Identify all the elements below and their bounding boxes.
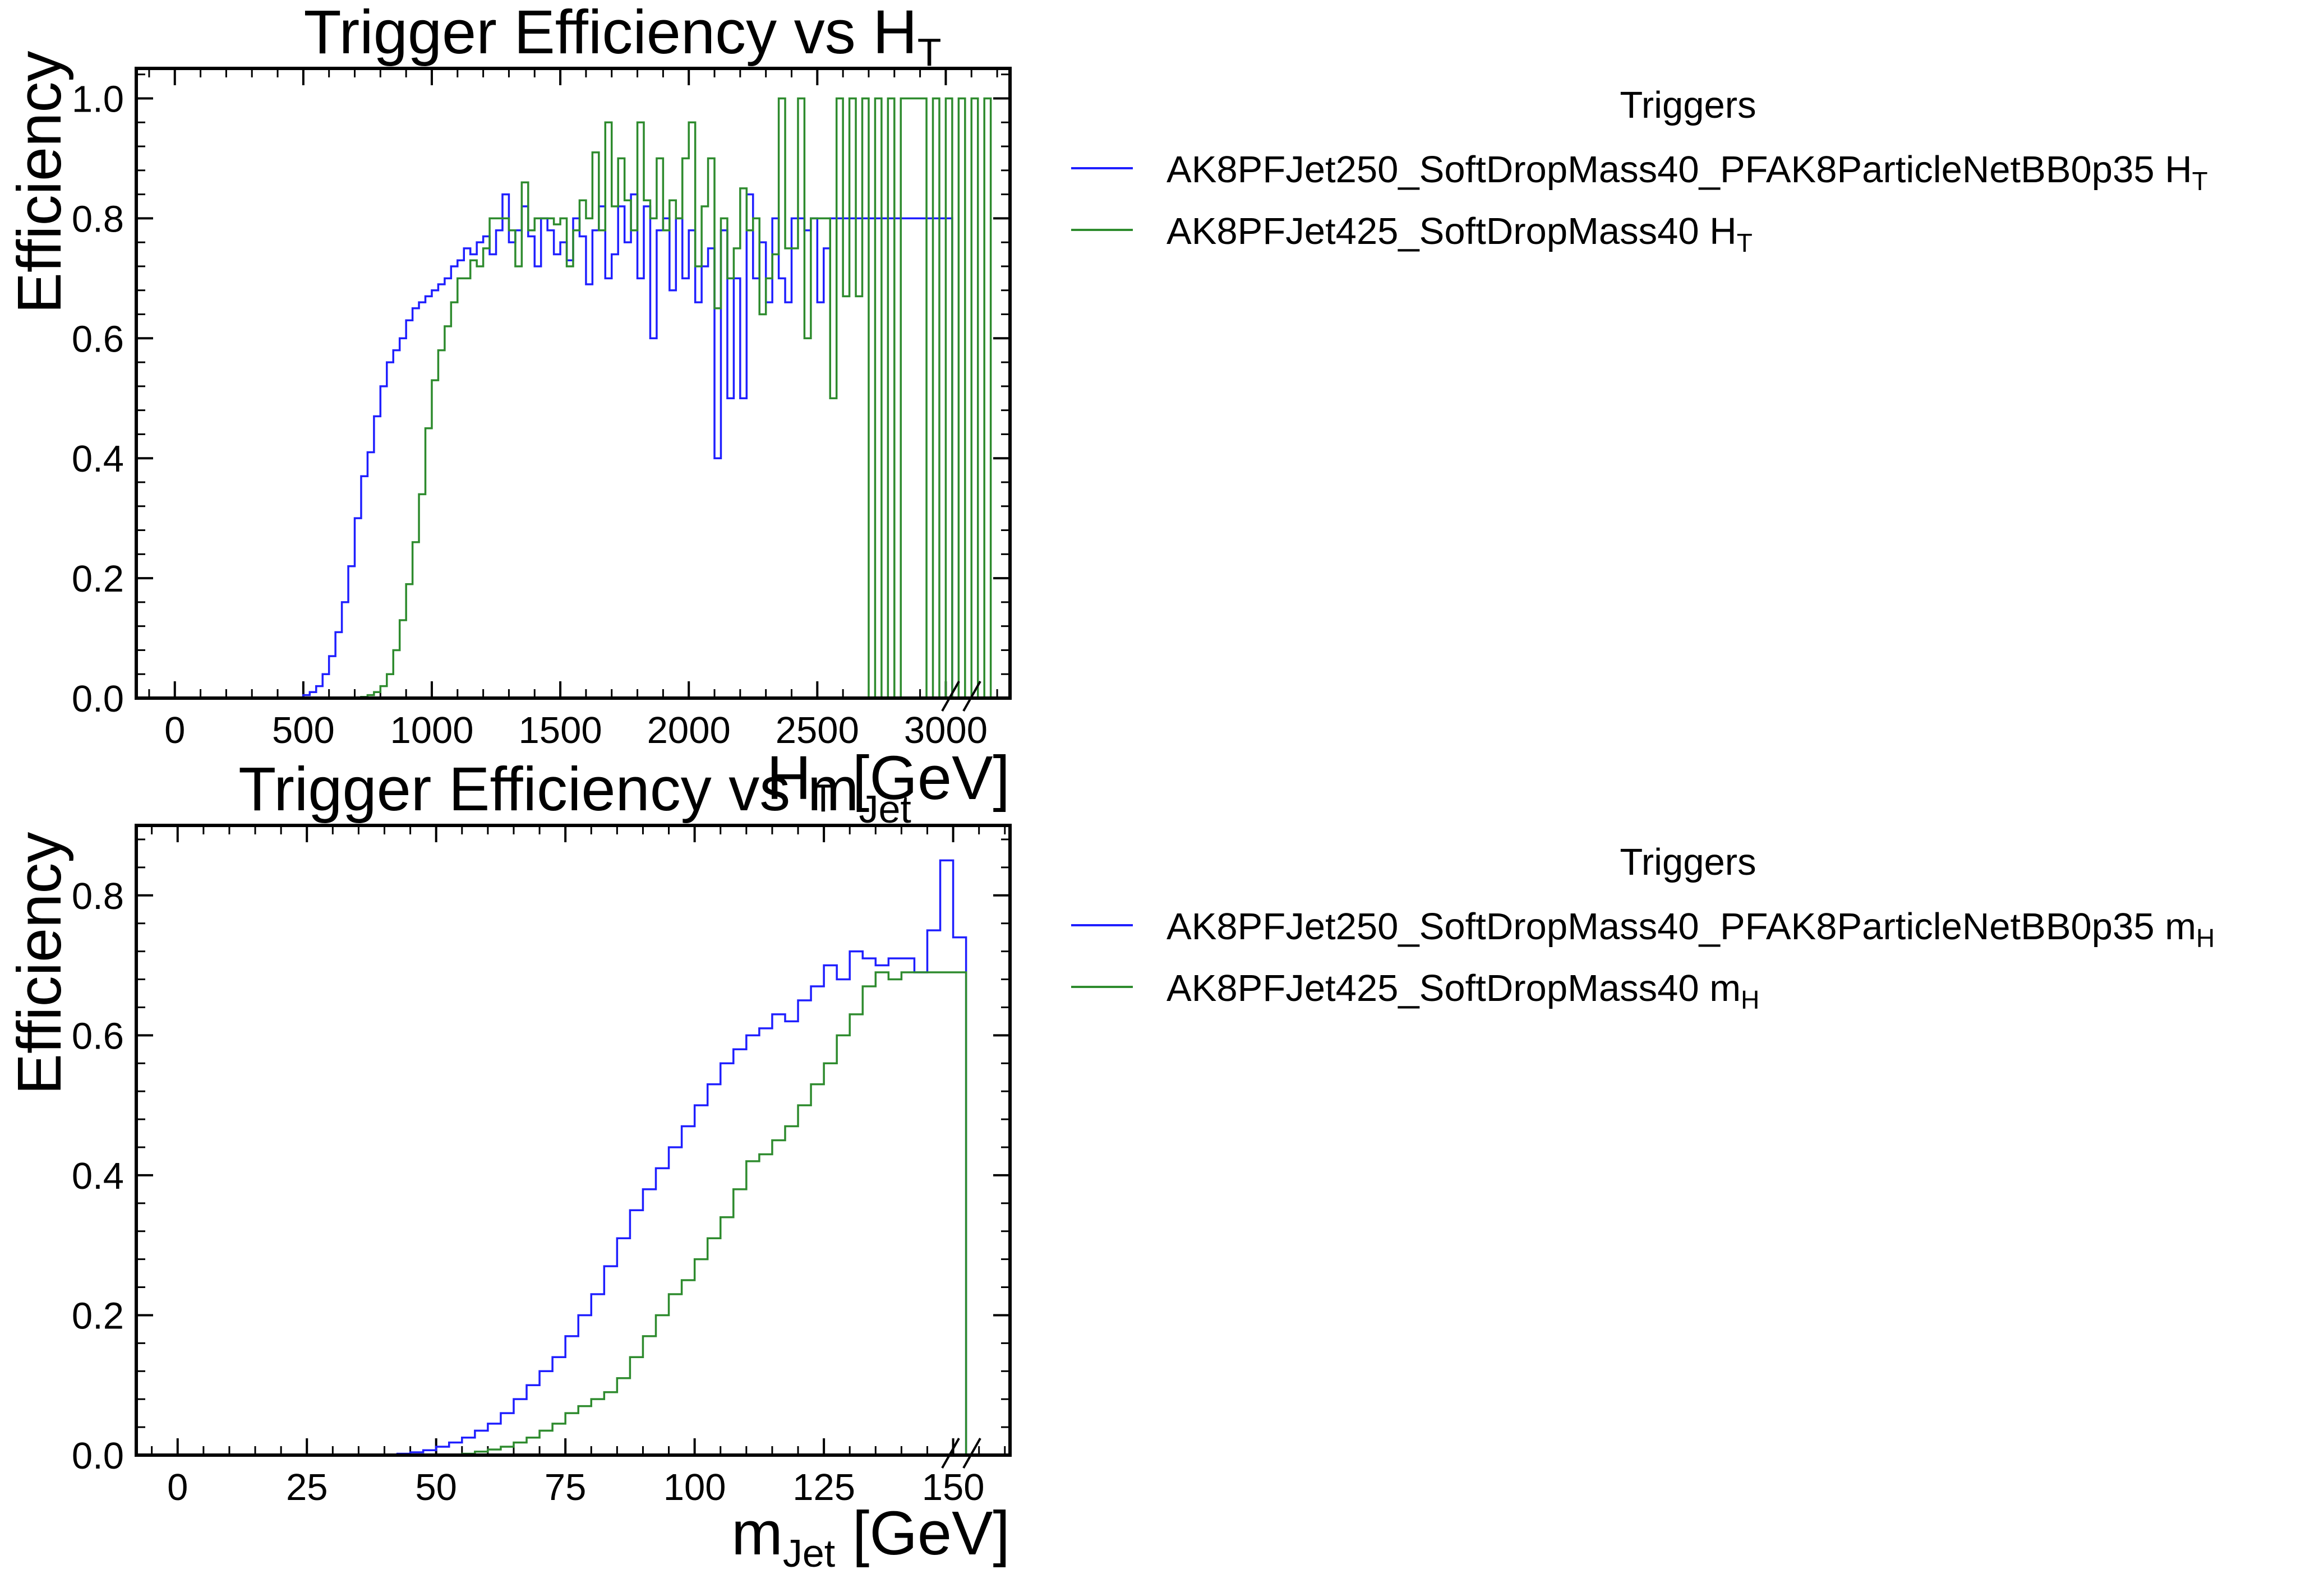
axis-break-mark — [962, 681, 981, 712]
x-tick-label: 150 — [922, 1466, 985, 1508]
y-tick-label: 0.2 — [72, 558, 124, 600]
legend-mjet: Triggers AK8PFJet250_SoftDropMass40_PFAK… — [1071, 841, 2215, 1014]
series-line-1 — [177, 859, 967, 1456]
y-tick-label: 0.2 — [72, 1295, 124, 1337]
y-tick-label: 0.0 — [72, 1435, 124, 1477]
legend-label-series-1: AK8PFJet250_SoftDropMass40_PFAK8Particle… — [1166, 906, 2215, 953]
x-tick-label: 25 — [286, 1466, 328, 1508]
panel-mjet-title: Trigger Efficiency vs mJet — [238, 755, 911, 831]
panel-mjet-ticks — [136, 825, 1010, 1456]
x-tick-label: 2500 — [776, 709, 859, 751]
panel-mjet: Trigger Efficiency vs mJet Efficiency mJ… — [5, 755, 1012, 1574]
y-tick-label: 0.0 — [72, 678, 124, 720]
panel-mjet-axis-break — [941, 1438, 981, 1469]
axis-break-mark — [941, 1438, 960, 1469]
x-tick-label: 3000 — [904, 709, 988, 751]
panel-ht-ticks — [136, 68, 1010, 699]
y-tick-label: 1.0 — [72, 78, 124, 120]
y-tick-label: 0.8 — [72, 198, 124, 240]
x-tick-label: 0 — [167, 1466, 188, 1508]
panel-ht: Trigger Efficiency vs HT Efficiency HT [… — [5, 0, 1012, 820]
y-tick-label: 0.4 — [72, 438, 124, 480]
panel-ht-xlabel: HT [GeV] — [767, 744, 1010, 820]
y-tick-label: 0.4 — [72, 1155, 124, 1197]
legend-title: Triggers — [1620, 841, 1756, 883]
panel-ht-axis-break — [941, 681, 981, 712]
y-tick-label: 0.8 — [72, 875, 124, 917]
x-tick-label: 1000 — [390, 709, 473, 751]
panel-ht-axes — [135, 67, 1012, 700]
legend-ht: Triggers AK8PFJet250_SoftDropMass40_PFAK… — [1071, 84, 2208, 257]
axis-break-mark — [962, 1438, 981, 1469]
panel-ht-title: Trigger Efficiency vs HT — [304, 0, 942, 74]
x-tick-label: 500 — [272, 709, 335, 751]
y-tick-label: 0.6 — [72, 1015, 124, 1057]
y-tick-label: 0.6 — [72, 318, 124, 360]
x-tick-label: 125 — [792, 1466, 855, 1508]
panel-mjet-tick-labels: 0 25 50 75 100 125 150 0.0 0.2 0.4 0.6 0.8 — [72, 875, 985, 1508]
panel-mjet-axes — [135, 824, 1012, 1457]
panel-ht-tick-labels: 0 500 1000 1500 2000 2500 3000 0.0 0.2 0.4 0.6 0.8 1… — [72, 78, 988, 751]
x-tick-label: 0 — [164, 709, 185, 751]
series-line-2 — [174, 97, 992, 699]
legend-label-series-2: AK8PFJet425_SoftDropMass40 HT — [1166, 210, 1753, 257]
x-tick-label: 75 — [545, 1466, 587, 1508]
panel-mjet-ylabel: Efficiency — [5, 832, 74, 1095]
legend-title: Triggers — [1620, 84, 1756, 126]
panel-ht-series — [174, 97, 992, 699]
x-tick-label: 50 — [415, 1466, 457, 1508]
panel-mjet-xlabel: mJet [GeV] — [731, 1499, 1010, 1574]
x-tick-label: 1500 — [519, 709, 602, 751]
x-tick-label: 100 — [663, 1466, 726, 1508]
panel-mjet-series — [177, 859, 967, 1456]
legend-label-series-2: AK8PFJet425_SoftDropMass40 mH — [1166, 967, 1759, 1014]
x-tick-label: 2000 — [647, 709, 731, 751]
axis-break-mark — [941, 681, 960, 712]
panel-ht-ylabel: Efficiency — [5, 51, 74, 314]
series-line-2 — [177, 971, 967, 1456]
legend-label-series-1: AK8PFJet250_SoftDropMass40_PFAK8Particle… — [1166, 149, 2208, 196]
